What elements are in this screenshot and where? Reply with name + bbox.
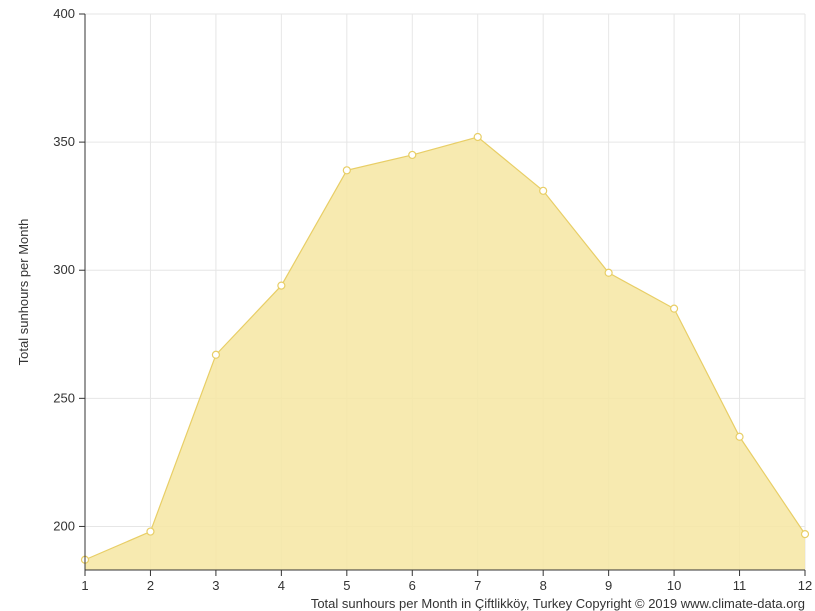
x-tick-label: 12 [798, 578, 812, 593]
x-tick-label: 4 [278, 578, 285, 593]
chart-caption: Total sunhours per Month in Çiftlikköy, … [311, 596, 805, 611]
y-tick-label: 300 [53, 262, 75, 277]
x-tick-label: 8 [540, 578, 547, 593]
y-tick-label: 350 [53, 134, 75, 149]
data-point [147, 528, 154, 535]
data-point [671, 305, 678, 312]
y-tick-label: 200 [53, 518, 75, 533]
data-point [605, 269, 612, 276]
data-point [409, 151, 416, 158]
data-point [802, 531, 809, 538]
data-point [736, 433, 743, 440]
x-tick-label: 3 [212, 578, 219, 593]
sunhours-chart: 200250300350400123456789101112Total sunh… [0, 0, 815, 611]
x-tick-label: 7 [474, 578, 481, 593]
x-tick-label: 11 [733, 578, 747, 593]
data-point [278, 282, 285, 289]
x-tick-label: 2 [147, 578, 154, 593]
chart-svg: 200250300350400123456789101112Total sunh… [0, 0, 815, 611]
x-tick-label: 6 [409, 578, 416, 593]
data-point [343, 167, 350, 174]
x-tick-label: 9 [605, 578, 612, 593]
data-point [474, 133, 481, 140]
y-axis-label: Total sunhours per Month [16, 219, 31, 366]
x-tick-label: 10 [667, 578, 681, 593]
data-point [540, 187, 547, 194]
x-tick-label: 1 [81, 578, 88, 593]
data-point [212, 351, 219, 358]
x-tick-label: 5 [343, 578, 350, 593]
y-tick-label: 250 [53, 390, 75, 405]
y-tick-label: 400 [53, 6, 75, 21]
